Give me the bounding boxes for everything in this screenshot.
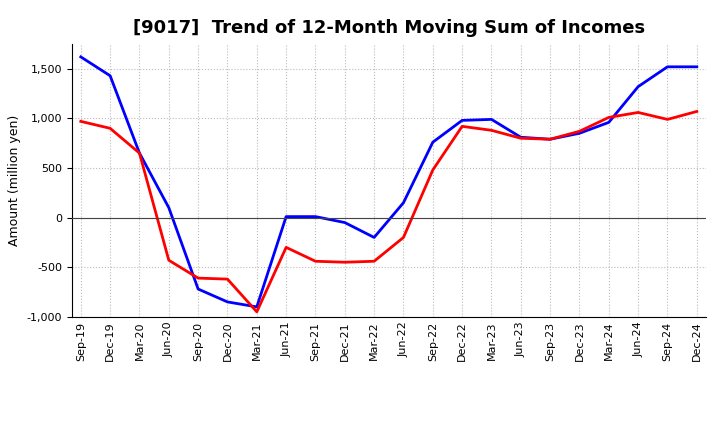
- Ordinary Income: [634, 84, 642, 89]
- Net Income: [663, 117, 672, 122]
- Net Income: [605, 115, 613, 120]
- Net Income: [76, 119, 85, 124]
- Net Income: [194, 275, 202, 281]
- Net Income: [341, 260, 349, 265]
- Ordinary Income: [663, 64, 672, 70]
- Net Income: [428, 167, 437, 172]
- Ordinary Income: [516, 135, 525, 140]
- Net Income: [370, 259, 379, 264]
- Ordinary Income: [164, 205, 173, 210]
- Line: Net Income: Net Income: [81, 111, 697, 312]
- Net Income: [575, 128, 584, 134]
- Line: Ordinary Income: Ordinary Income: [81, 57, 697, 307]
- Ordinary Income: [546, 136, 554, 142]
- Net Income: [311, 259, 320, 264]
- Ordinary Income: [341, 220, 349, 225]
- Net Income: [693, 109, 701, 114]
- Ordinary Income: [253, 304, 261, 309]
- Net Income: [634, 110, 642, 115]
- Net Income: [106, 126, 114, 131]
- Ordinary Income: [282, 214, 290, 219]
- Ordinary Income: [575, 131, 584, 136]
- Ordinary Income: [76, 54, 85, 59]
- Ordinary Income: [487, 117, 496, 122]
- Ordinary Income: [223, 299, 232, 304]
- Ordinary Income: [693, 64, 701, 70]
- Net Income: [458, 124, 467, 129]
- Net Income: [546, 136, 554, 142]
- Net Income: [516, 136, 525, 141]
- Title: [9017]  Trend of 12-Month Moving Sum of Incomes: [9017] Trend of 12-Month Moving Sum of I…: [132, 19, 645, 37]
- Ordinary Income: [194, 286, 202, 292]
- Ordinary Income: [428, 139, 437, 145]
- Net Income: [487, 128, 496, 133]
- Net Income: [223, 276, 232, 282]
- Y-axis label: Amount (million yen): Amount (million yen): [8, 115, 21, 246]
- Ordinary Income: [106, 73, 114, 78]
- Net Income: [135, 150, 144, 156]
- Ordinary Income: [605, 120, 613, 125]
- Ordinary Income: [135, 150, 144, 156]
- Net Income: [164, 257, 173, 263]
- Net Income: [399, 235, 408, 240]
- Ordinary Income: [399, 200, 408, 205]
- Net Income: [253, 309, 261, 315]
- Ordinary Income: [458, 118, 467, 123]
- Ordinary Income: [311, 214, 320, 219]
- Net Income: [282, 245, 290, 250]
- Ordinary Income: [370, 235, 379, 240]
